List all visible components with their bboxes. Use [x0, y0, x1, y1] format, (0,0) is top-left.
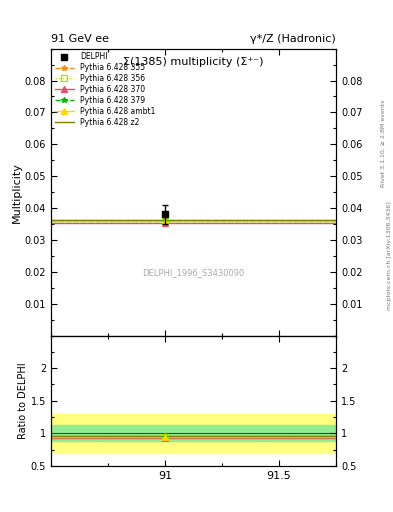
Y-axis label: Ratio to DELPHI: Ratio to DELPHI [18, 362, 28, 439]
Y-axis label: Multiplicity: Multiplicity [12, 162, 22, 223]
Legend: DELPHI, Pythia 6.428 355, Pythia 6.428 356, Pythia 6.428 370, Pythia 6.428 379, : DELPHI, Pythia 6.428 355, Pythia 6.428 3… [53, 51, 157, 129]
Text: Σ(1385) multiplicity (Σ⁺⁻): Σ(1385) multiplicity (Σ⁺⁻) [123, 57, 264, 67]
Text: mcplots.cern.ch [arXiv:1306.3436]: mcplots.cern.ch [arXiv:1306.3436] [387, 202, 391, 310]
Text: Rivet 3.1.10, ≥ 2.8M events: Rivet 3.1.10, ≥ 2.8M events [381, 100, 386, 187]
Text: DELPHI_1996_S3430090: DELPHI_1996_S3430090 [142, 268, 245, 277]
Text: 91 GeV ee: 91 GeV ee [51, 33, 109, 44]
Text: γ*/Z (Hadronic): γ*/Z (Hadronic) [250, 33, 336, 44]
